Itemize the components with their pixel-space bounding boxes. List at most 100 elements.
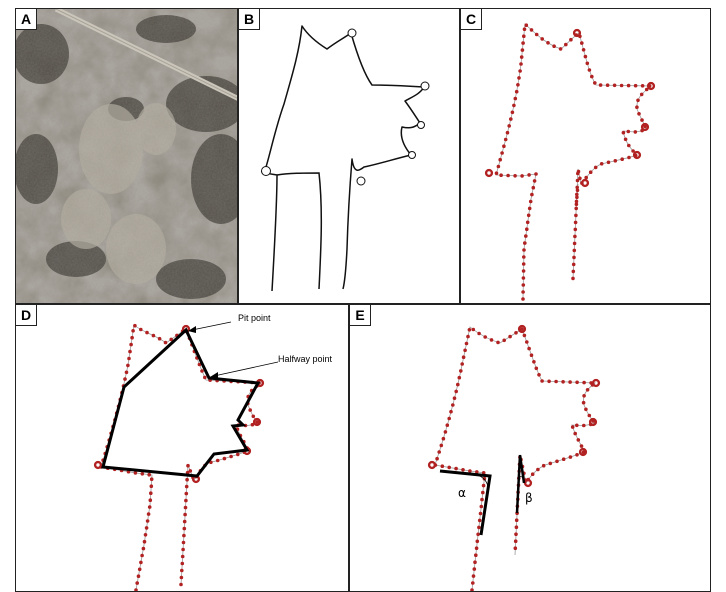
- pit-circles: [261, 28, 430, 186]
- sample-point: [139, 560, 143, 565]
- sample-point: [572, 248, 577, 253]
- outline-drawing: [261, 25, 430, 292]
- sample-point: [573, 431, 577, 436]
- sample-point: [590, 74, 594, 79]
- panel-b: B: [238, 8, 460, 304]
- sample-point: [593, 165, 598, 170]
- sample-point: [474, 553, 478, 557]
- sample-point: [471, 581, 475, 585]
- sample-point: [182, 526, 187, 531]
- pit-point-label: Pit point: [238, 313, 271, 323]
- sample-point: [505, 130, 510, 135]
- sample-point: [636, 98, 640, 103]
- sample-point: [179, 575, 184, 580]
- panel-label-c: C: [461, 9, 482, 30]
- sample-point: [475, 539, 480, 544]
- beta-angle-arc: [517, 474, 525, 478]
- sample-point: [180, 568, 184, 573]
- landform-outline: [261, 25, 425, 292]
- halfway-point-arrow: [213, 361, 279, 377]
- sample-point: [621, 130, 626, 135]
- sample-point: [457, 375, 462, 380]
- sample-point: [503, 137, 508, 142]
- sample-point: [606, 160, 611, 165]
- sample-point: [477, 525, 481, 530]
- sample-point: [461, 468, 465, 472]
- sample-point: [149, 491, 153, 495]
- sample-point: [140, 553, 144, 558]
- sample-point: [561, 380, 565, 384]
- sample-point: [179, 582, 183, 587]
- sample-point: [146, 512, 151, 516]
- sample-point: [633, 83, 638, 88]
- sample-point: [574, 206, 578, 211]
- sample-point: [126, 363, 130, 368]
- sample-point: [197, 362, 202, 367]
- sample-point: [127, 356, 131, 361]
- sample-point: [568, 455, 573, 459]
- sample-point: [137, 567, 142, 572]
- sample-point: [522, 34, 526, 38]
- sample-point: [141, 546, 146, 551]
- satellite-image: [16, 9, 237, 303]
- sample-point: [509, 117, 513, 121]
- sample-point: [463, 348, 467, 353]
- sample-point: [222, 456, 227, 461]
- sample-point: [574, 199, 579, 204]
- sample-point: [182, 519, 187, 524]
- sample-point: [623, 137, 628, 142]
- sample-point: [149, 484, 154, 488]
- sample-point: [572, 255, 576, 260]
- sample-point: [644, 87, 649, 92]
- sample-point: [631, 149, 635, 153]
- sample-point: [640, 118, 644, 122]
- sample-point: [582, 423, 586, 428]
- guide-line: [100, 324, 263, 591]
- sample-point: [474, 546, 479, 550]
- sample-point: [518, 69, 522, 73]
- sample-point: [451, 403, 455, 407]
- sample-point: [157, 336, 162, 341]
- sample-point: [456, 382, 460, 387]
- sample-point: [129, 342, 133, 347]
- sample-point: [236, 452, 240, 457]
- sample-point: [581, 48, 586, 52]
- beta-label: β: [525, 491, 533, 505]
- sample-point: [182, 533, 186, 538]
- sample-point: [496, 340, 500, 345]
- sample-point: [468, 469, 472, 473]
- sample-point: [526, 213, 531, 218]
- sample-point: [627, 155, 631, 160]
- sample-point: [471, 574, 476, 578]
- sample-point: [478, 511, 483, 516]
- sample-point: [530, 472, 535, 476]
- sample-point: [470, 588, 474, 591]
- sample-point: [522, 27, 527, 32]
- sample-point: [525, 227, 529, 231]
- sample-point: [437, 450, 441, 454]
- sample-point: [575, 453, 579, 457]
- sample-point: [527, 346, 531, 351]
- sample-point: [148, 498, 153, 502]
- alpha-angle-lines: [439, 469, 492, 536]
- sample-point: [140, 472, 145, 476]
- sample-point: [573, 227, 578, 232]
- sample-point: [640, 84, 645, 88]
- sample-point: [540, 37, 544, 41]
- pit-point-marker: [648, 83, 654, 89]
- sample-point: [506, 173, 510, 178]
- sample-point-group: [93, 323, 265, 591]
- panel-label-e: E: [350, 305, 371, 326]
- sample-point: [527, 173, 531, 177]
- sample-point: [575, 188, 580, 193]
- pit-point-marker: [574, 30, 580, 36]
- sample-point: [588, 170, 593, 174]
- beta-angle-lines: [515, 454, 526, 514]
- pit-point-arrowhead: [188, 326, 196, 333]
- pit-point-marker: [593, 380, 599, 386]
- sample-point: [587, 68, 592, 72]
- sample-point: [475, 470, 479, 474]
- sample-point: [133, 471, 138, 475]
- sample-point: [477, 518, 482, 523]
- sample-point: [558, 47, 563, 51]
